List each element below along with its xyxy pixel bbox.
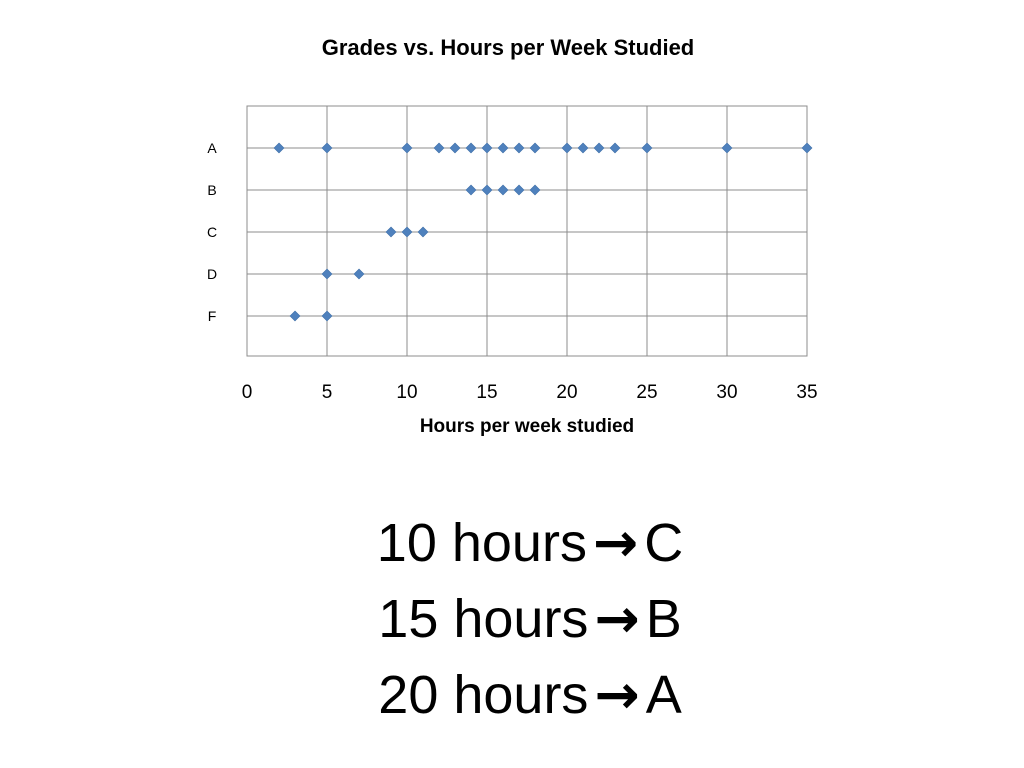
y-axis-labels: A B C D F bbox=[207, 140, 217, 324]
x-tick-label: 35 bbox=[796, 382, 817, 403]
x-axis-title: Hours per week studied bbox=[420, 416, 634, 437]
grid-lines bbox=[246, 105, 808, 357]
data-point bbox=[529, 142, 541, 154]
data-point bbox=[385, 226, 397, 238]
summary-line-1: 10 hours → C bbox=[0, 505, 1024, 581]
data-point bbox=[561, 142, 573, 154]
data-point bbox=[481, 142, 493, 154]
x-tick-label: 25 bbox=[636, 382, 657, 403]
x-tick-label: 20 bbox=[556, 382, 577, 403]
x-tick-label: 10 bbox=[396, 382, 417, 403]
summary-grade-2: B bbox=[645, 589, 682, 649]
y-tick-label: B bbox=[207, 182, 216, 198]
data-point bbox=[721, 142, 733, 154]
y-tick-label: F bbox=[208, 308, 217, 324]
arrow-right-icon: → bbox=[594, 587, 640, 650]
scatter-chart: Grades vs. Hours per Week Studied ABCDF … bbox=[207, 35, 818, 437]
data-point bbox=[401, 142, 413, 154]
data-point bbox=[353, 268, 365, 280]
summary-grade-3: A bbox=[645, 665, 682, 725]
data-point bbox=[481, 184, 493, 196]
x-axis-labels: 0 5 10 15 20 25 30 35 bbox=[242, 382, 818, 403]
data-point bbox=[641, 142, 653, 154]
summary-hours-2: 15 hours bbox=[378, 589, 589, 649]
summary-hours-3: 20 hours bbox=[378, 665, 589, 725]
x-tick-label: 30 bbox=[716, 382, 737, 403]
data-point bbox=[273, 142, 285, 154]
data-point bbox=[417, 226, 429, 238]
data-point bbox=[321, 142, 333, 154]
data-point bbox=[433, 142, 445, 154]
chart-title: Grades vs. Hours per Week Studied bbox=[322, 35, 695, 60]
data-point bbox=[465, 184, 477, 196]
data-points bbox=[273, 142, 813, 322]
x-tick-label: 5 bbox=[322, 382, 333, 403]
x-tick-label: 15 bbox=[476, 382, 497, 403]
data-point bbox=[513, 184, 525, 196]
data-point bbox=[321, 268, 333, 280]
data-point bbox=[465, 142, 477, 154]
data-point bbox=[577, 142, 589, 154]
arrow-right-icon: → bbox=[594, 663, 640, 726]
plot-area-border bbox=[246, 105, 808, 357]
arrow-right-icon: → bbox=[592, 511, 639, 574]
data-point bbox=[321, 310, 333, 322]
summary-hours-1: 10 hours bbox=[376, 513, 587, 573]
data-point bbox=[801, 142, 813, 154]
data-point bbox=[401, 226, 413, 238]
y-tick-label: A bbox=[207, 140, 217, 156]
data-point bbox=[513, 142, 525, 154]
data-point bbox=[593, 142, 605, 154]
summary-line-2: 15 hours → B bbox=[0, 581, 1024, 657]
data-point bbox=[497, 142, 509, 154]
data-point bbox=[497, 184, 509, 196]
summary-line-3: 20 hours → A bbox=[0, 657, 1024, 733]
data-point bbox=[449, 142, 461, 154]
data-point bbox=[529, 184, 541, 196]
summary-block: 10 hours → C 15 hours → B 20 hours → A bbox=[0, 505, 1024, 733]
data-point bbox=[609, 142, 621, 154]
y-tick-label: C bbox=[207, 224, 217, 240]
summary-grade-1: C bbox=[644, 513, 684, 573]
y-tick-label: D bbox=[207, 266, 217, 282]
x-tick-label: 0 bbox=[242, 382, 253, 403]
data-point bbox=[289, 310, 301, 322]
